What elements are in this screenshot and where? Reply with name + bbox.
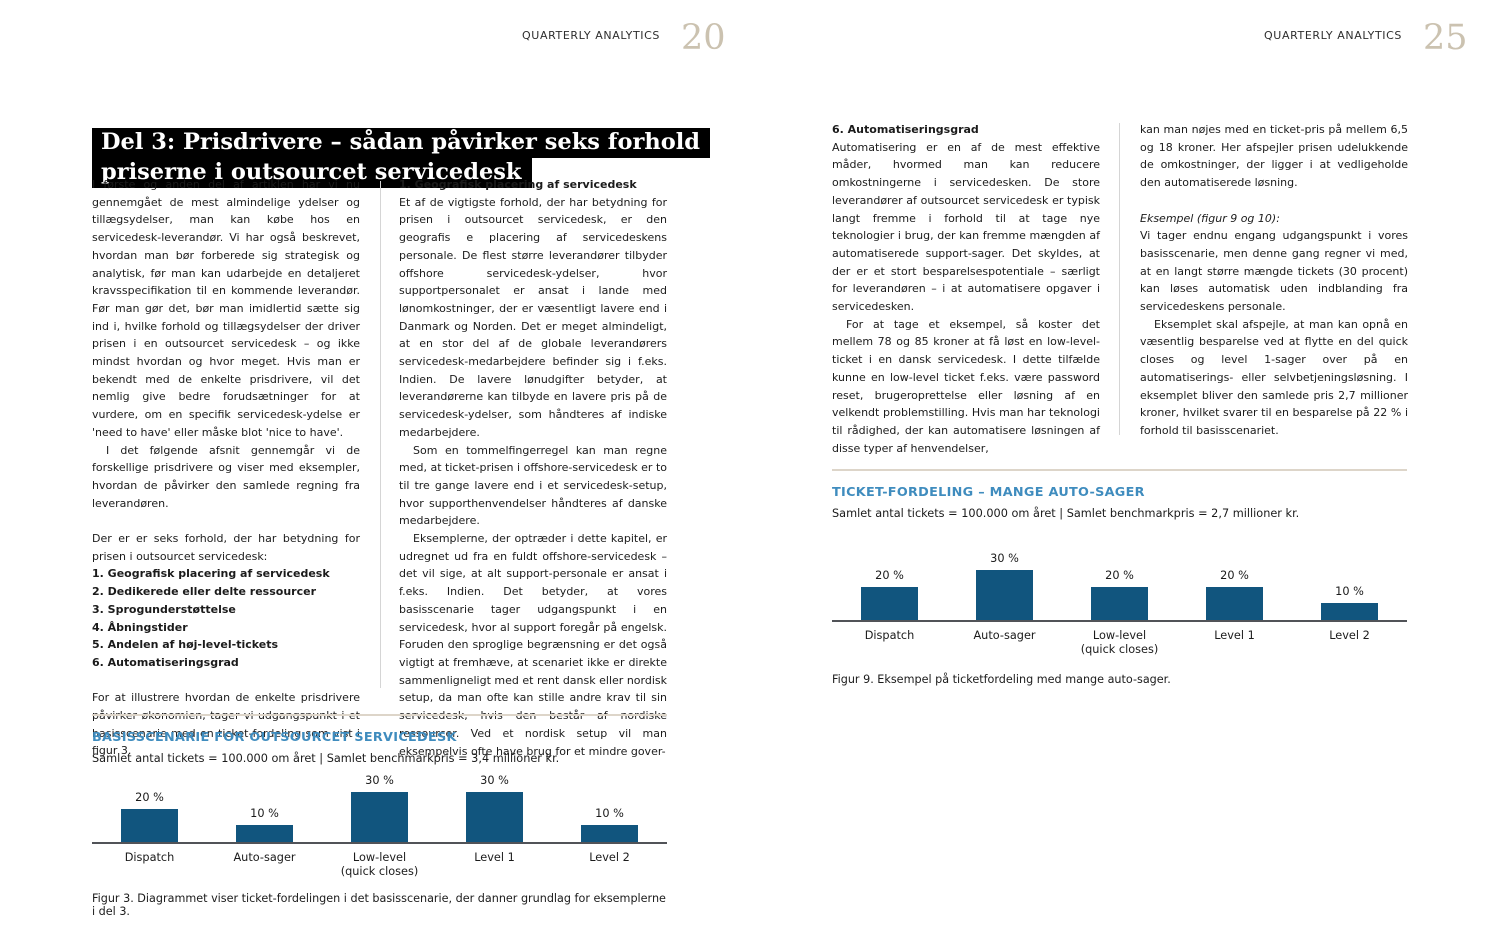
bar-value-label: 30 % bbox=[480, 774, 509, 787]
paragraph: Automatisering er en af de mest effektiv… bbox=[832, 140, 1100, 314]
bar-category-label: Level 2 bbox=[589, 851, 630, 864]
chart-subtitle: Samlet antal tickets = 100.000 om året |… bbox=[92, 752, 560, 765]
left-page-column-1: I første og anden del af artiklen har vi… bbox=[92, 176, 360, 760]
bar bbox=[1206, 587, 1263, 620]
bar-category-label: Level 1 bbox=[474, 851, 515, 864]
example-heading: Eksempel (figur 9 og 10): bbox=[1140, 211, 1280, 225]
figure-caption: Figur 9. Eksempel på ticketfordeling med… bbox=[832, 673, 1171, 686]
chart-categories: Dispatch Auto-sager Low-level (quick close… bbox=[92, 844, 667, 879]
running-head-right: QUARTERLY ANALYTICS bbox=[1264, 29, 1402, 42]
paragraph: Vi tager endnu engang udgangspunkt i vor… bbox=[1140, 229, 1408, 314]
bar-slot: 10 % bbox=[552, 807, 667, 842]
bar-slot: 20 % bbox=[1062, 569, 1177, 620]
price-driver-list-item: 2. Dedikerede eller delte ressourcer bbox=[92, 585, 316, 599]
chart-subtitle: Samlet antal tickets = 100.000 om året |… bbox=[832, 507, 1300, 520]
bar-slot: 30 % bbox=[947, 552, 1062, 620]
paragraph: I det følgende afsnit gennemgår vi de fo… bbox=[92, 443, 360, 510]
price-driver-list-item: 6. Automatiseringsgrad bbox=[92, 655, 239, 669]
bar-slot: 10 % bbox=[1292, 585, 1407, 620]
column-divider bbox=[380, 181, 381, 688]
bar-category-label: Auto-sager bbox=[233, 851, 296, 864]
paragraph: Som en tommelfingerregel kan man regne m… bbox=[399, 443, 667, 528]
figure-mange-auto-sager: TICKET-FORDELING – MANGE AUTO-SAGER Saml… bbox=[832, 469, 1407, 686]
paragraph: Et af de vigtigste forhold, der har bety… bbox=[399, 195, 667, 439]
figure-top-rule bbox=[92, 714, 667, 716]
paragraph: Der er er seks forhold, der har betydnin… bbox=[92, 532, 360, 563]
bar bbox=[351, 792, 408, 842]
paragraph: Eksemplerne, der optræder i dette kapite… bbox=[399, 532, 667, 758]
price-driver-list-item: 4. Åbningstider bbox=[92, 620, 188, 634]
bar-value-label: 20 % bbox=[1220, 569, 1249, 582]
bar-category-label: Auto-sager bbox=[973, 629, 1036, 642]
bar-category-label: Low-level (quick closes) bbox=[340, 851, 419, 878]
bar bbox=[1091, 587, 1148, 620]
price-driver-list-item: 5. Andelen af høj-level-tickets bbox=[92, 638, 279, 652]
bar bbox=[1321, 603, 1378, 620]
bar bbox=[121, 809, 178, 842]
bar-value-label: 20 % bbox=[1105, 569, 1134, 582]
article-title: Del 3: Prisdrivere – sådan påvirker seks… bbox=[92, 128, 710, 189]
paragraph: kan man nøjes med en ticket-pris på mell… bbox=[1140, 123, 1408, 190]
bar-value-label: 10 % bbox=[250, 807, 279, 820]
price-driver-list-item: 3. Sprogunderstøttelse bbox=[92, 602, 236, 616]
chart-title: TICKET-FORDELING – MANGE AUTO-SAGER bbox=[832, 485, 1145, 500]
bar-value-label: 30 % bbox=[365, 774, 394, 787]
bar-value-label: 20 % bbox=[875, 569, 904, 582]
bar-value-label: 10 % bbox=[595, 807, 624, 820]
bar-slot: 20 % bbox=[1177, 569, 1292, 620]
running-head-left: QUARTERLY ANALYTICS bbox=[522, 29, 660, 42]
chart-title: BASISSCENARIE FOR OUTSOURCET SERVICEDESK bbox=[92, 730, 457, 745]
article-title-line2: priserne i outsourcet servicedesk bbox=[92, 158, 532, 189]
bar bbox=[861, 587, 918, 620]
bar-category-label: Level 2 bbox=[1329, 629, 1370, 642]
bar-category-label: Low-level (quick closes) bbox=[1080, 629, 1159, 656]
figure-top-rule bbox=[832, 469, 1407, 471]
bar-value-label: 20 % bbox=[135, 791, 164, 804]
bar-slot: 10 % bbox=[207, 807, 322, 842]
paragraph: For at tage et eksempel, så koster det m… bbox=[832, 317, 1100, 455]
section-heading: 6. Automatiseringsgrad bbox=[832, 123, 979, 136]
left-page-column-2: 1. Geografisk placering af servicedesk E… bbox=[399, 176, 667, 760]
figure-caption: Figur 3. Diagrammet viser ticket-fordeli… bbox=[92, 892, 666, 918]
article-title-line1: Del 3: Prisdrivere – sådan påvirker seks… bbox=[92, 128, 710, 159]
page-number-left: 20 bbox=[681, 18, 726, 58]
section-heading: 1. Geografisk placering af servicedesk bbox=[399, 178, 637, 191]
paragraph: Eksemplet skal afspejle, at man kan opnå… bbox=[1140, 317, 1408, 437]
bar-slot: 30 % bbox=[437, 774, 552, 842]
figure-basisscenarie: BASISSCENARIE FOR OUTSOURCET SERVICEDESK… bbox=[92, 714, 667, 918]
price-driver-list-item: 1. Geografisk placering af servicedesk bbox=[92, 567, 330, 581]
right-page-column-2: kan man nøjes med en ticket-pris på mell… bbox=[1140, 121, 1408, 440]
bar-category-label: Dispatch bbox=[864, 629, 915, 642]
bar-slot: 30 % bbox=[322, 774, 437, 842]
bar-slot: 20 % bbox=[92, 791, 207, 842]
chart-categories: Dispatch Auto-sager Low-level (quick close… bbox=[832, 622, 1407, 657]
bar bbox=[466, 792, 523, 842]
paragraph: I første og anden del af artiklen har vi… bbox=[92, 178, 360, 439]
bar-category-label: Level 1 bbox=[1214, 629, 1255, 642]
bar bbox=[236, 825, 293, 842]
bar-slot: 20 % bbox=[832, 569, 947, 620]
bar bbox=[581, 825, 638, 842]
bar-value-label: 30 % bbox=[990, 552, 1019, 565]
right-page-column-1: 6. Automatiseringsgrad Automatisering er… bbox=[832, 121, 1100, 457]
chart-plot: 20 % 10 % 30 % 30 % 10 % bbox=[92, 770, 667, 844]
bar-value-label: 10 % bbox=[1335, 585, 1364, 598]
bar bbox=[976, 570, 1033, 620]
column-divider bbox=[1119, 123, 1120, 435]
page-number-right: 25 bbox=[1423, 18, 1468, 58]
bar-category-label: Dispatch bbox=[124, 851, 175, 864]
chart-plot: 20 % 30 % 20 % 20 % 10 % bbox=[832, 548, 1407, 622]
